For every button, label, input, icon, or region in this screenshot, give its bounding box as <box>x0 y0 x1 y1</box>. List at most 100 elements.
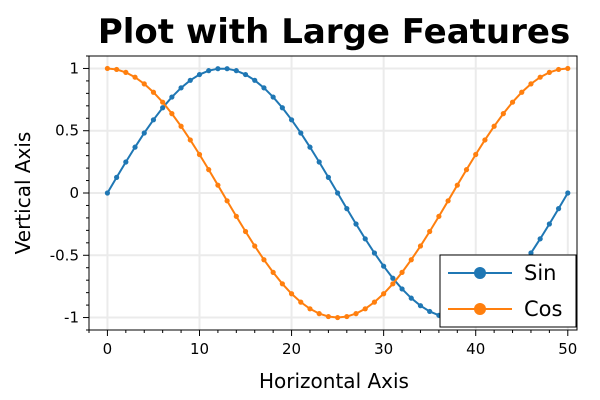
data-point-cos <box>353 311 359 317</box>
x-tick-label: 10 <box>190 340 209 358</box>
data-point-sin <box>381 263 387 269</box>
data-point-cos <box>114 66 120 73</box>
y-tick-label: 0.5 <box>55 122 79 140</box>
data-point-sin <box>408 295 414 301</box>
legend: Sin Cos <box>439 254 577 328</box>
data-point-cos <box>436 213 442 219</box>
legend-label-sin: Sin <box>524 261 556 285</box>
x-tick-label: 50 <box>558 340 577 358</box>
x-tick-label: 0 <box>103 340 113 358</box>
data-point-sin <box>528 250 534 256</box>
data-point-cos <box>160 99 166 105</box>
data-point-cos <box>491 123 497 129</box>
chart-title: Plot with Large Features <box>98 12 570 52</box>
data-point-cos <box>169 111 175 117</box>
data-point-cos <box>546 69 552 75</box>
data-point-cos <box>537 74 543 80</box>
data-point-cos <box>298 299 304 305</box>
data-point-cos <box>555 66 562 73</box>
data-point-sin <box>187 77 193 83</box>
data-point-cos <box>224 198 230 204</box>
data-point-sin <box>261 85 267 91</box>
data-point-cos <box>288 291 295 297</box>
y-tick-label: -1 <box>64 309 79 327</box>
data-point-cos <box>528 81 534 87</box>
data-point-cos <box>390 281 396 287</box>
data-point-sin <box>141 130 147 136</box>
data-point-cos <box>362 306 368 312</box>
data-point-cos <box>381 291 387 297</box>
data-point-cos <box>344 313 350 320</box>
data-point-sin <box>555 206 562 212</box>
data-point-cos <box>473 151 479 158</box>
data-point-sin <box>298 130 304 136</box>
data-point-cos <box>371 299 378 305</box>
data-point-cos <box>307 306 313 312</box>
data-point-sin <box>565 190 571 196</box>
x-axis-label: Horizontal Axis <box>259 369 409 393</box>
data-point-sin <box>270 94 276 100</box>
data-point-cos <box>252 243 258 249</box>
legend-box <box>439 254 577 328</box>
data-point-cos <box>178 123 184 129</box>
y-tick-label: 0 <box>69 184 79 202</box>
data-point-sin <box>196 71 203 78</box>
data-point-sin <box>307 144 313 150</box>
data-point-sin <box>353 221 359 227</box>
data-point-sin <box>178 85 184 91</box>
x-tick-label: 40 <box>466 340 485 358</box>
data-point-cos <box>279 281 285 287</box>
data-point-cos <box>427 228 433 235</box>
data-point-sin <box>114 174 120 180</box>
legend-label-cos: Cos <box>524 297 562 321</box>
data-point-cos <box>482 137 488 143</box>
data-point-cos <box>150 89 157 95</box>
data-point-sin <box>546 221 552 227</box>
data-point-sin <box>169 94 175 100</box>
data-point-cos <box>519 89 525 95</box>
axis-ticks: 0 10 20 30 40 50 1 0.5 0 -0.5 -1 <box>50 55 577 358</box>
x-tick-label: 30 <box>374 340 393 358</box>
data-point-cos <box>509 99 516 105</box>
data-point-cos <box>206 167 212 173</box>
data-point-sin <box>316 159 322 165</box>
data-point-cos <box>408 257 414 263</box>
data-point-cos <box>335 314 341 321</box>
data-point-sin <box>206 68 212 74</box>
data-point-sin <box>288 117 295 123</box>
data-point-cos <box>270 269 276 275</box>
data-point-sin <box>417 303 424 309</box>
data-point-cos <box>261 257 267 263</box>
data-point-cos <box>454 182 460 188</box>
data-point-sin <box>344 206 350 212</box>
data-point-cos <box>463 167 470 173</box>
data-point-sin <box>279 105 285 111</box>
data-point-sin <box>123 159 129 165</box>
data-point-sin <box>252 77 258 83</box>
data-point-sin <box>325 174 331 180</box>
legend-marker-cos <box>474 303 486 315</box>
data-point-sin <box>537 236 543 242</box>
data-point-sin <box>242 71 249 78</box>
data-point-cos <box>141 81 147 87</box>
data-point-sin <box>390 275 396 281</box>
data-point-sin <box>427 308 433 315</box>
data-point-cos <box>399 269 405 275</box>
y-tick-label: 1 <box>69 59 79 77</box>
data-point-cos <box>316 311 322 317</box>
y-tick-label: -0.5 <box>50 246 79 264</box>
data-point-cos <box>215 182 221 188</box>
data-point-sin <box>371 250 378 256</box>
data-point-sin <box>104 190 111 196</box>
data-point-sin <box>224 66 230 72</box>
data-point-sin <box>132 144 138 150</box>
data-point-cos <box>325 313 331 320</box>
legend-marker-sin <box>474 267 486 279</box>
data-point-sin <box>215 66 221 72</box>
data-point-cos <box>187 137 193 143</box>
data-point-cos <box>417 243 424 249</box>
data-point-cos <box>233 213 239 219</box>
data-point-sin <box>362 236 368 242</box>
